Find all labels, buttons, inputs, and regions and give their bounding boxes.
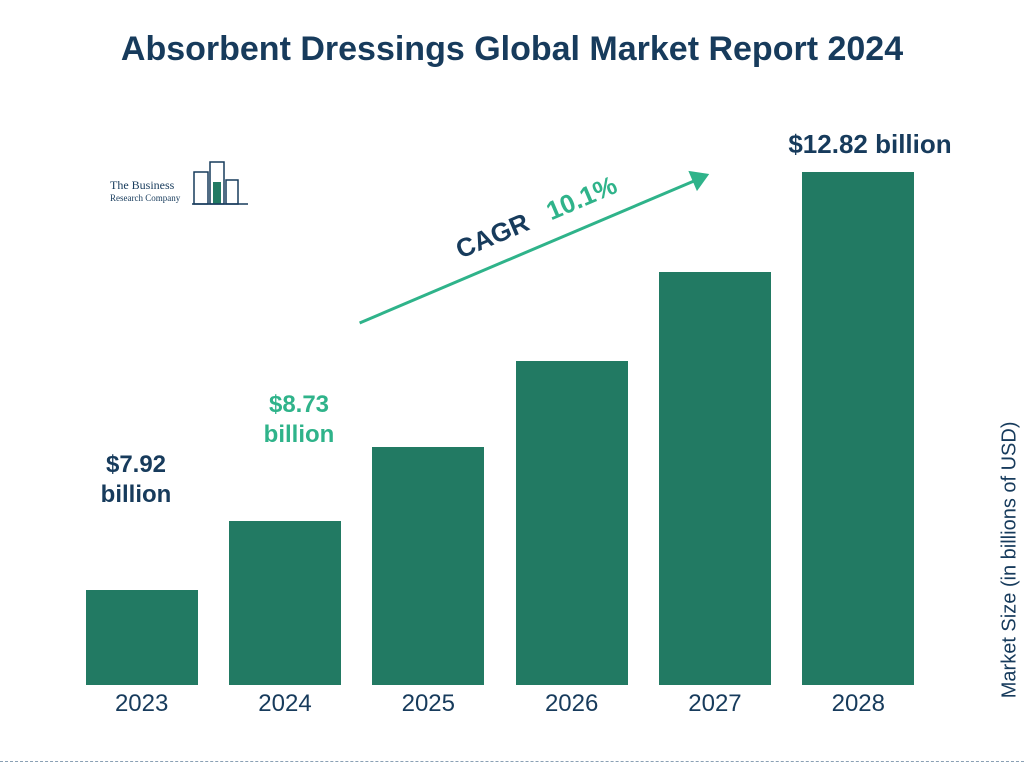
bar: [659, 272, 771, 685]
divider-line: [0, 761, 1024, 762]
bar: [372, 447, 484, 685]
y-axis-label: Market Size (in billions of USD): [999, 422, 1022, 699]
value-label-2023: $7.92 billion: [76, 450, 196, 510]
x-tick-label: 2027: [659, 690, 771, 718]
x-axis-labels: 2023 2024 2025 2026 2027 2028: [60, 690, 940, 718]
bar: [516, 361, 628, 685]
x-tick-label: 2028: [802, 690, 914, 718]
chart-title: Absorbent Dressings Global Market Report…: [0, 28, 1024, 71]
value-label-2024: $8.73 billion: [244, 390, 354, 450]
bar: [802, 172, 914, 685]
bar: [229, 521, 341, 685]
bar: [86, 590, 198, 685]
x-tick-label: 2024: [229, 690, 341, 718]
value-label-2028: $12.82 billion: [770, 128, 970, 161]
x-tick-label: 2025: [372, 690, 484, 718]
x-tick-label: 2026: [516, 690, 628, 718]
x-tick-label: 2023: [86, 690, 198, 718]
